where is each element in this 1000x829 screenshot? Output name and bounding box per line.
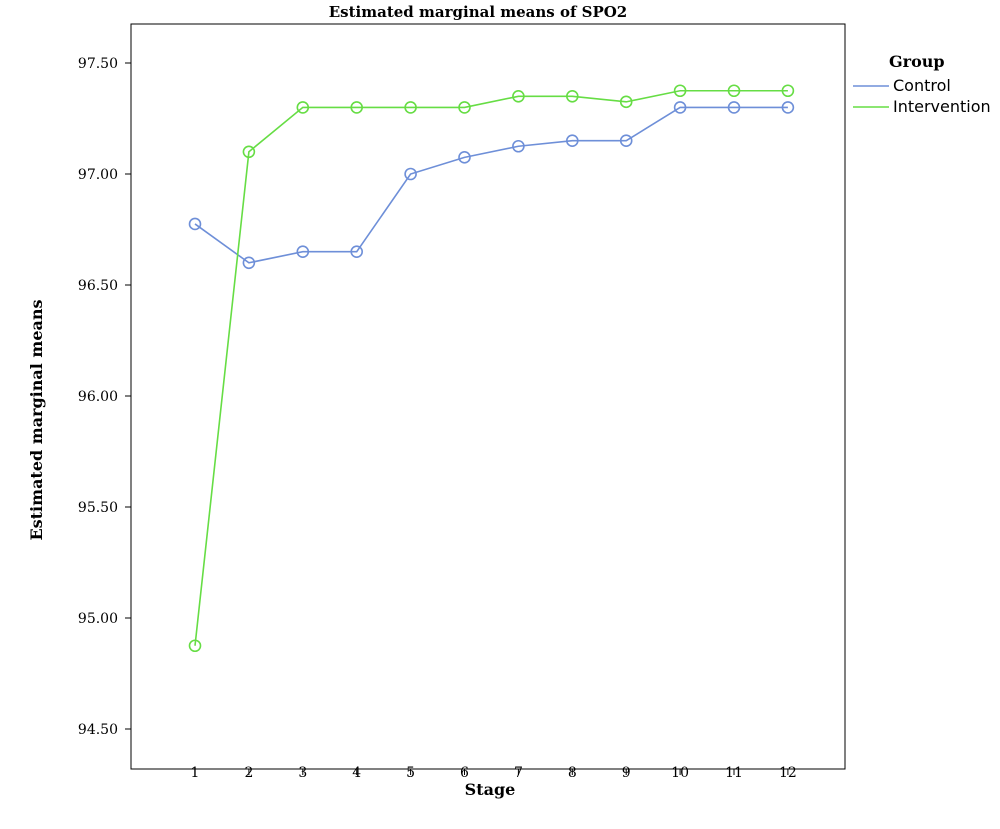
x-tick-label: 10 <box>671 765 689 781</box>
data-point-intervention <box>512 90 525 103</box>
data-point-control <box>619 134 633 147</box>
data-point-control <box>296 245 310 258</box>
data-point-control <box>458 151 471 164</box>
legend: Group Control Intervention <box>853 52 991 116</box>
x-axis: 1 2 3 4 5 6 7 8 9 10 11 12 <box>191 765 797 781</box>
y-tick-label: 94.50 <box>78 722 118 738</box>
y-tick-label: 96.50 <box>78 278 118 294</box>
x-tick-label: 11 <box>725 765 743 781</box>
x-tick-label: 12 <box>779 765 797 781</box>
x-tick-label: 2 <box>244 765 253 781</box>
y-tick-label: 97.50 <box>78 56 118 72</box>
data-point-control <box>404 167 417 181</box>
x-tick-label: 6 <box>460 765 469 781</box>
x-tick-label: 5 <box>406 765 415 781</box>
data-point-control <box>350 245 364 258</box>
data-point-intervention <box>673 84 687 98</box>
x-axis-title: Stage <box>465 780 516 799</box>
data-point-intervention <box>781 84 795 98</box>
data-point-intervention <box>404 101 417 114</box>
y-tick-label: 96.00 <box>78 389 118 405</box>
x-tick-label: 3 <box>298 765 307 781</box>
x-tick-label: 1 <box>191 765 200 781</box>
data-point-intervention <box>296 101 310 114</box>
data-point-intervention <box>619 95 633 109</box>
chart-title: Estimated marginal means of SPO2 <box>329 3 628 21</box>
data-point-control <box>565 134 579 147</box>
series-line-intervention <box>194 89 788 646</box>
data-point-intervention <box>727 84 741 98</box>
series-layer <box>188 84 795 653</box>
x-tick-label: 9 <box>622 765 631 781</box>
x-tick-label: 4 <box>352 765 361 781</box>
data-point-intervention <box>458 101 471 114</box>
legend-label-intervention: Intervention <box>893 97 991 116</box>
legend-title: Group <box>889 52 945 71</box>
x-tick-label: 8 <box>568 765 577 781</box>
y-tick-label: 97.00 <box>78 167 118 183</box>
series-line-control <box>194 106 788 264</box>
y-tick-label: 95.50 <box>78 500 118 516</box>
y-axis-title: Estimated marginal means <box>27 299 46 540</box>
data-point-intervention <box>350 101 364 114</box>
plot-frame <box>130 23 846 770</box>
y-axis: 94.50 95.00 95.50 96.00 96.50 97.00 97.50 <box>78 56 131 738</box>
data-point-control <box>727 101 741 114</box>
data-point-intervention <box>188 639 202 653</box>
data-point-control <box>781 101 795 114</box>
data-point-control <box>673 101 687 114</box>
data-point-control <box>188 217 202 231</box>
data-point-intervention <box>565 90 579 103</box>
data-point-intervention <box>242 145 256 159</box>
data-point-control <box>242 256 256 270</box>
legend-label-control: Control <box>893 76 951 95</box>
y-tick-label: 95.00 <box>78 611 118 627</box>
x-tick-label: 7 <box>514 765 523 781</box>
data-point-control <box>512 139 525 153</box>
